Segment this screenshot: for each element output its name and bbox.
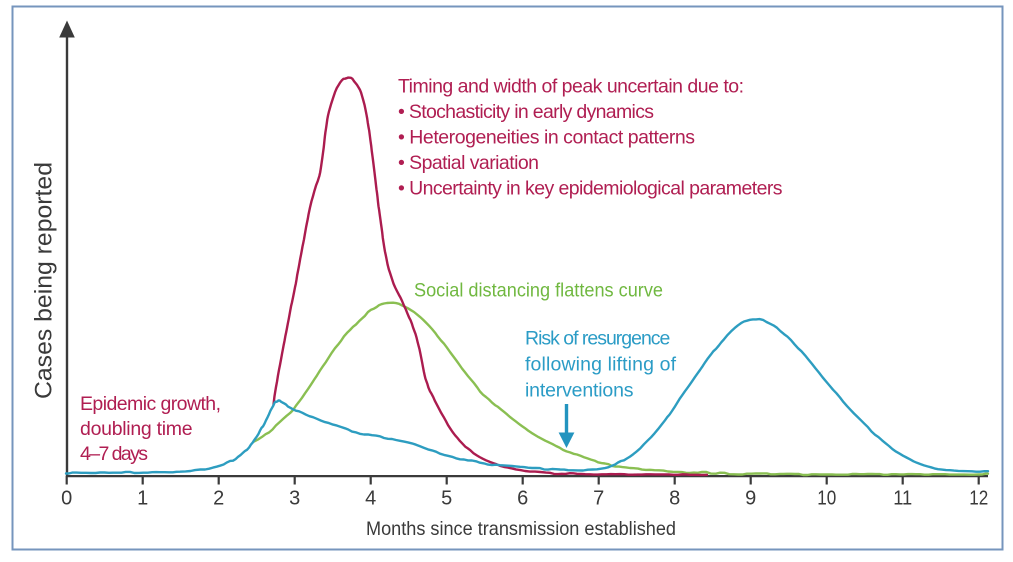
svg-text:2: 2 <box>213 487 224 509</box>
svg-text:following lifting of: following lifting of <box>525 354 677 376</box>
svg-text:Risk of resurgence: Risk of resurgence <box>525 328 670 350</box>
svg-text:Cases being reported: Cases being reported <box>31 162 58 399</box>
svg-text:doubling time: doubling time <box>80 418 193 440</box>
svg-text:12: 12 <box>969 487 988 509</box>
svg-text:10: 10 <box>817 487 836 509</box>
svg-text:1: 1 <box>137 487 148 509</box>
svg-text:11: 11 <box>893 487 912 509</box>
svg-text:Social distancing flattens cur: Social distancing flattens curve <box>414 279 663 301</box>
svg-text:9: 9 <box>745 487 756 509</box>
svg-text:• Uncertainty in key epidemiol: • Uncertainty in key epidemiological par… <box>398 178 783 200</box>
svg-text:Epidemic growth,: Epidemic growth, <box>80 393 221 415</box>
svg-text:8: 8 <box>669 487 680 509</box>
svg-text:Months since transmission esta: Months since transmission established <box>366 518 676 540</box>
svg-text:• Spatial variation: • Spatial variation <box>398 152 539 174</box>
svg-text:• Stochasticity in early dynam: • Stochasticity in early dynamics <box>398 101 654 123</box>
svg-text:interventions: interventions <box>525 380 634 402</box>
svg-text:6: 6 <box>517 487 528 509</box>
svg-text:0: 0 <box>61 487 72 509</box>
svg-text:Timing and width of peak uncer: Timing and width of peak uncertain due t… <box>398 76 744 98</box>
svg-text:4–7 days: 4–7 days <box>80 443 148 465</box>
svg-text:3: 3 <box>289 487 300 509</box>
svg-text:5: 5 <box>441 487 452 509</box>
svg-text:4: 4 <box>365 487 376 509</box>
svg-text:• Heterogeneities in contact p: • Heterogeneities in contact patterns <box>398 127 695 149</box>
svg-text:7: 7 <box>593 487 604 509</box>
